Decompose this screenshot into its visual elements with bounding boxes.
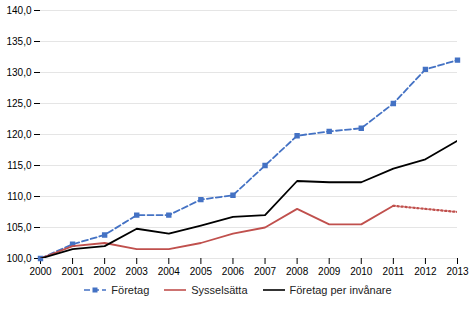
svg-text:2001: 2001 [61,266,84,277]
svg-text:2011: 2011 [383,266,405,277]
svg-text:135,0: 135,0 [6,36,31,47]
svg-text:2010: 2010 [350,266,373,277]
svg-text:2009: 2009 [318,266,341,277]
svg-text:130,0: 130,0 [6,67,31,78]
svg-text:2004: 2004 [158,266,181,277]
svg-text:2007: 2007 [254,266,277,277]
svg-text:2000: 2000 [29,266,52,277]
svg-text:100,0: 100,0 [6,253,31,264]
html-text:Sysselsätta: Sysselsätta [191,284,248,296]
svg-text:2002: 2002 [94,266,117,277]
svg-text:110,0: 110,0 [7,191,32,202]
svg-text:125,0: 125,0 [6,98,31,109]
svg-text:2005: 2005 [190,266,213,277]
svg-text:140,0: 140,0 [6,5,31,16]
html-text:Företag per invånare: Företag per invånare [289,284,392,296]
svg-text:2006: 2006 [222,266,245,277]
svg-text:2013: 2013 [446,266,469,277]
svg-text:2008: 2008 [286,266,309,277]
svg-text:2012: 2012 [414,266,437,277]
svg-text:2003: 2003 [126,266,149,277]
html-text:Företag: Företag [111,284,150,296]
svg-text:120,0: 120,0 [6,129,31,140]
svg-text:105,0: 105,0 [6,222,31,233]
svg-text:115,0: 115,0 [7,160,32,171]
